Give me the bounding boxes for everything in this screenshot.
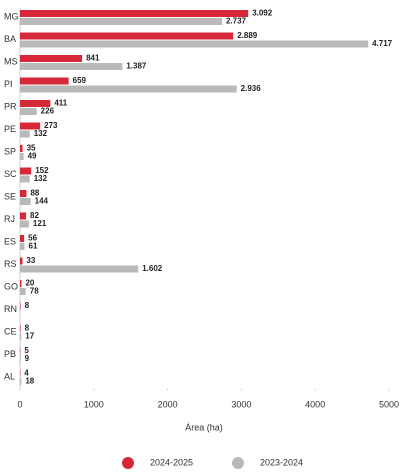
y-tick-label: SP: [4, 146, 16, 156]
y-tick-label: MS: [4, 56, 18, 66]
y-tick-label: BA: [4, 34, 16, 44]
bar: [20, 302, 21, 310]
x-axis-title: Área (ha): [185, 422, 223, 432]
legend-label: 2024-2025: [150, 457, 193, 467]
value-label: 152: [35, 166, 49, 175]
bar: [20, 40, 369, 48]
bar: [20, 288, 26, 295]
value-label: 132: [34, 174, 48, 183]
value-label: 88: [30, 189, 39, 198]
value-label: 8: [25, 324, 30, 333]
x-tick-label: 5000: [379, 399, 399, 409]
bar: [20, 145, 23, 152]
bar: [20, 108, 37, 115]
value-label: 144: [35, 197, 49, 206]
bar: [20, 130, 30, 138]
value-label: 8: [25, 301, 30, 310]
bar: [20, 167, 32, 175]
value-label: 659: [73, 76, 87, 85]
bar: [20, 100, 51, 107]
legend-label: 2023-2024: [260, 457, 303, 467]
value-label: 132: [34, 129, 48, 138]
value-label: 2.737: [226, 17, 247, 26]
value-label: 121: [33, 219, 47, 228]
y-tick-label: CE: [4, 326, 17, 336]
x-tick-label: 2000: [158, 399, 178, 409]
value-label: 78: [30, 287, 39, 296]
bar: [20, 355, 21, 363]
y-tick-label: RN: [4, 304, 17, 314]
y-tick-label: PR: [4, 101, 17, 111]
value-label: 4.717: [372, 39, 393, 48]
value-label: 9: [25, 354, 30, 363]
value-label: 273: [44, 121, 58, 130]
x-tick-label: 0: [17, 399, 22, 409]
x-tick-label: 4000: [305, 399, 325, 409]
y-tick-label: GO: [4, 281, 18, 291]
bar: [20, 175, 30, 183]
legend-marker: [122, 457, 134, 469]
value-label: 35: [27, 144, 36, 153]
bar: [20, 85, 237, 93]
bar: [20, 153, 24, 160]
value-label: 5: [24, 346, 29, 355]
bar: [20, 122, 41, 130]
bar: [20, 235, 25, 242]
bar: [20, 10, 249, 17]
value-label: 411: [54, 99, 67, 108]
bar: [20, 55, 83, 62]
value-label: 4: [24, 369, 29, 378]
bar: [20, 32, 234, 40]
bar: [20, 190, 27, 197]
bar: [20, 378, 22, 385]
bar: [20, 198, 31, 205]
y-tick-label: PI: [4, 79, 13, 89]
x-tick-label: 3000: [231, 399, 251, 409]
bar: [20, 265, 139, 273]
bar: [20, 212, 27, 220]
y-tick-label: ES: [4, 236, 16, 246]
y-tick-label: RJ: [4, 214, 15, 224]
value-label: 20: [25, 279, 34, 288]
value-label: 841: [86, 54, 100, 63]
y-tick-label: SE: [4, 191, 16, 201]
bar: [20, 325, 21, 332]
value-label: 49: [28, 152, 37, 161]
bar: [20, 280, 22, 287]
y-tick-label: PB: [4, 349, 16, 359]
legend-marker: [232, 457, 244, 469]
value-label: 226: [41, 107, 55, 116]
y-tick-label: MG: [4, 11, 19, 21]
bar: [20, 77, 69, 85]
value-label: 1.387: [126, 62, 147, 71]
value-label: 82: [30, 211, 39, 220]
y-tick-label: SC: [4, 169, 17, 179]
bar: [20, 18, 222, 25]
y-tick-label: PE: [4, 124, 16, 134]
bar: [20, 333, 22, 340]
bar: [20, 220, 29, 228]
value-label: 1.602: [142, 264, 163, 273]
value-label: 56: [28, 234, 37, 243]
value-label: 3.092: [252, 9, 273, 18]
value-label: 17: [25, 332, 34, 341]
bar: [20, 243, 25, 250]
x-tick-label: 1000: [84, 399, 104, 409]
y-tick-label: AL: [4, 371, 15, 381]
value-label: 18: [25, 377, 34, 386]
bar: [20, 63, 123, 70]
value-label: 2.936: [241, 84, 262, 93]
bar: [20, 257, 23, 265]
value-label: 2.889: [237, 31, 258, 40]
value-label: 61: [29, 242, 38, 251]
value-label: 33: [26, 256, 35, 265]
y-tick-label: RS: [4, 259, 17, 269]
